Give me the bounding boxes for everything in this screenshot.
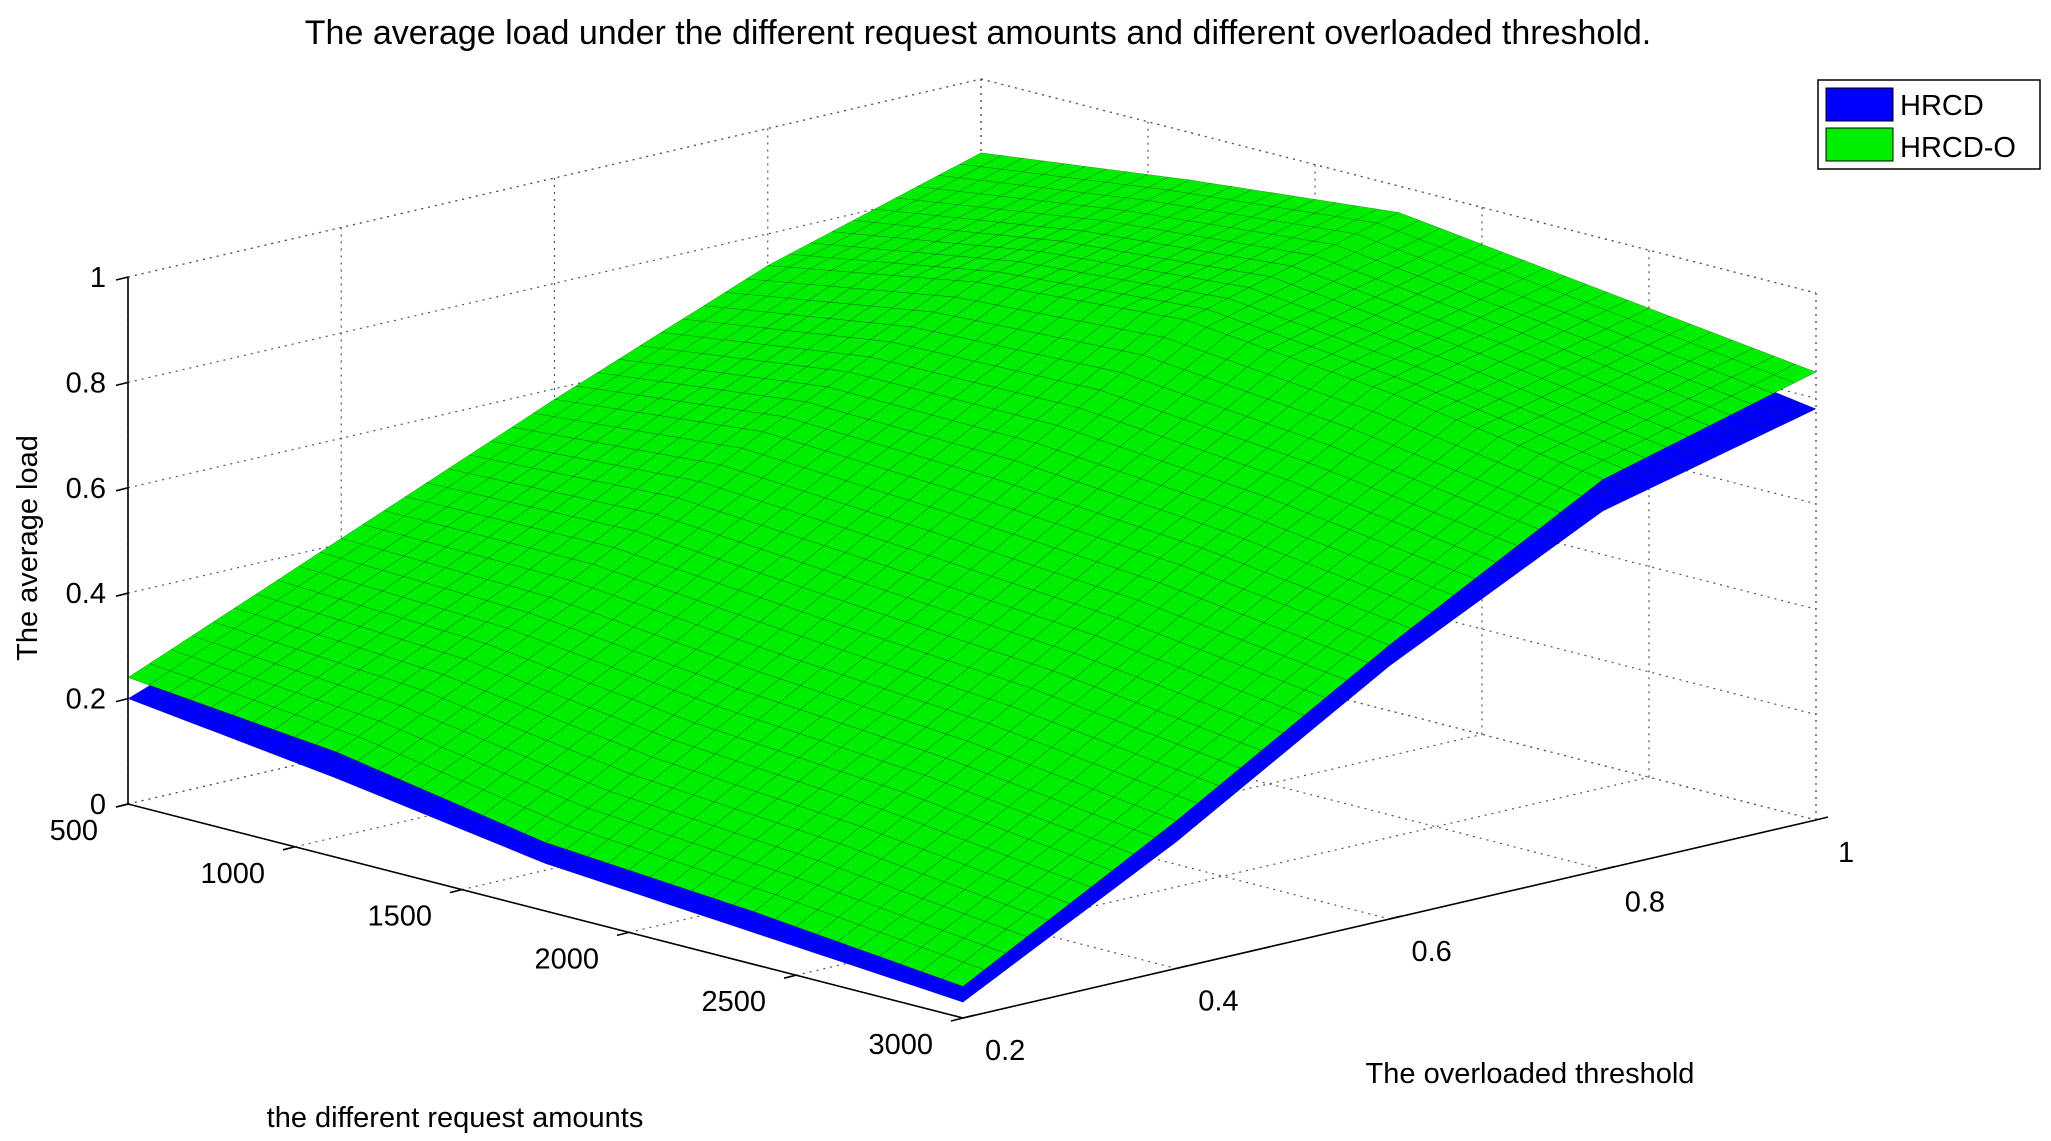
surfaces <box>127 152 1817 1003</box>
z-tick-label: 0.4 <box>66 578 106 610</box>
tick-labels: 500 1000 1500 2000 2500 3000 0.2 0.4 0.6 0.8 1 0 0.2… <box>50 262 1855 1067</box>
x-tick <box>449 888 463 894</box>
y-tick <box>1389 915 1402 920</box>
left-wall-grid-z <box>127 78 982 278</box>
y-tick <box>1815 816 1829 821</box>
surface-facet <box>941 962 985 987</box>
y-tick-label: 0.8 <box>1625 887 1665 919</box>
legend: HRCD HRCD-O <box>1817 79 2041 170</box>
x-tick-label: 500 <box>50 815 98 847</box>
z-tick-label: 0 <box>90 789 106 821</box>
legend-label-hrcd-o: HRCD-O <box>1900 132 2016 164</box>
z-tick <box>115 381 129 387</box>
legend-swatch-hrcd-o <box>1825 127 1894 162</box>
y-tick-label: 1 <box>1838 837 1854 869</box>
z-tick-label: 1 <box>90 262 106 294</box>
y-tick <box>1602 865 1615 871</box>
z-tick <box>115 276 129 281</box>
z-tick-label: 0.2 <box>66 684 106 716</box>
surface-facet <box>941 979 985 1003</box>
z-tick <box>115 487 129 492</box>
z-tick-label: 0.8 <box>66 367 106 399</box>
floor-grid-x <box>795 776 1650 976</box>
x-tick-label: 1500 <box>367 901 432 933</box>
z-tick <box>115 592 129 597</box>
chart-title: The average load under the different req… <box>305 14 1651 52</box>
y-tick-label: 0.2 <box>985 1035 1025 1067</box>
x-tick-label: 2000 <box>534 943 599 975</box>
x-tick <box>950 1017 964 1022</box>
axes <box>115 276 1829 1022</box>
x-tick <box>282 846 296 851</box>
surface-hrcd-o <box>127 152 1817 987</box>
legend-label-hrcd: HRCD <box>1900 90 1984 122</box>
floor-grid-x <box>628 733 1483 933</box>
left-wall-grid-z <box>127 183 982 383</box>
y-tick-label: 0.4 <box>1198 986 1238 1018</box>
x-axis-label: the different request amounts <box>267 1102 644 1134</box>
y-tick <box>1176 964 1189 970</box>
x-tick-label: 2500 <box>701 986 766 1018</box>
x-axis-line <box>127 803 964 1019</box>
z-tick <box>115 803 129 808</box>
y-axis-label: The overloaded threshold <box>1366 1058 1695 1090</box>
y-tick <box>962 1014 976 1019</box>
z-tick <box>115 697 129 703</box>
z-tick-label: 0.6 <box>66 473 106 505</box>
z-axis-label: The average load <box>12 435 44 661</box>
x-tick-label: 1000 <box>200 858 265 890</box>
x-tick <box>783 974 797 979</box>
legend-swatch-hrcd <box>1825 87 1894 122</box>
x-tick <box>616 931 630 937</box>
x-tick-label: 3000 <box>868 1029 933 1061</box>
y-tick-label: 0.6 <box>1412 936 1452 968</box>
